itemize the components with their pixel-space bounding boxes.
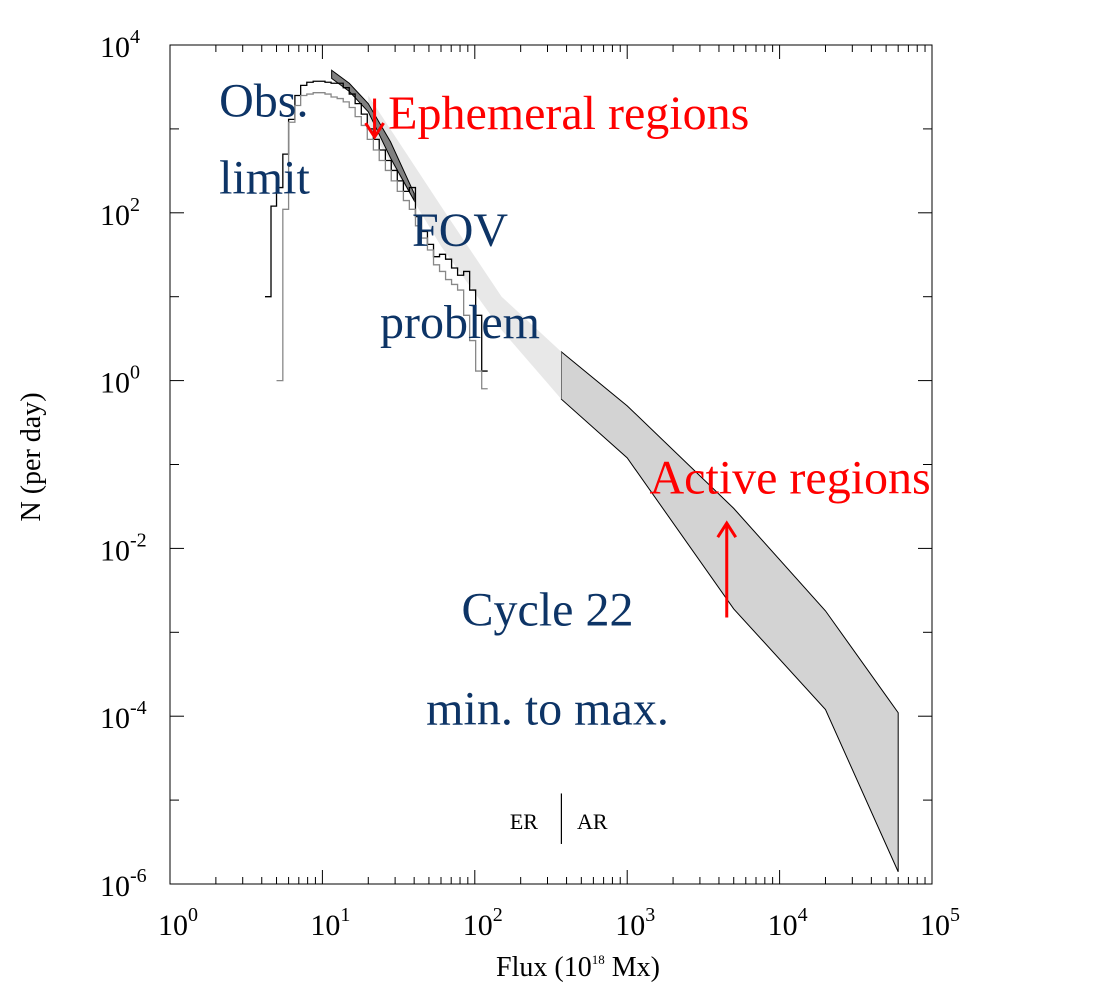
obs-limit-line2: limit [219, 151, 310, 204]
x-tick-label: 100 [158, 904, 198, 942]
ticks-layer [169, 44, 932, 885]
ar-divider-label: AR [577, 809, 608, 834]
y-tick-label: 100 [100, 362, 140, 400]
er-arrow [364, 98, 385, 140]
ar-label: Active regions [649, 452, 930, 505]
x-tick-label: 102 [463, 904, 503, 942]
x-tick-label: 104 [768, 904, 808, 942]
fov-line1: FOV [412, 204, 508, 257]
cycle-line2: min. to max. [426, 682, 669, 735]
er-label: Ephemeral regions [388, 87, 749, 140]
ar-band [560, 350, 899, 872]
y-tick-label: 104 [100, 26, 140, 64]
x-axis-label: Flux (1018 Mx) [496, 952, 660, 983]
histogram-dark [264, 80, 488, 372]
obs-limit-line1: Obs. [219, 75, 308, 128]
y-tick-label: 10-6 [100, 865, 147, 903]
y-tick-label: 102 [100, 194, 140, 232]
ar-arrow [716, 520, 738, 618]
histogram-light [276, 92, 488, 390]
fov-line2: problem [380, 296, 540, 349]
er-divider-label: ER [510, 809, 538, 834]
y-axis-label: N (per day) [16, 392, 47, 521]
x-tick-label: 105 [920, 904, 960, 942]
annotations-layer: Obs. limit FOV problem Cycle 22 min. to max. E… [219, 75, 931, 844]
x-tick-label: 103 [615, 904, 655, 942]
y-tick-label: 10-4 [100, 697, 147, 735]
er-extrapolation-band [368, 95, 562, 400]
x-tick-label: 101 [310, 904, 350, 942]
histograms-layer [264, 80, 488, 390]
tick-labels-layer: 100 101 102 103 104 105 104 102 100 10-2 10-4 10-6 [100, 26, 960, 942]
cycle-line1: Cycle 22 [462, 584, 634, 637]
y-tick-label: 10-2 [100, 529, 147, 567]
